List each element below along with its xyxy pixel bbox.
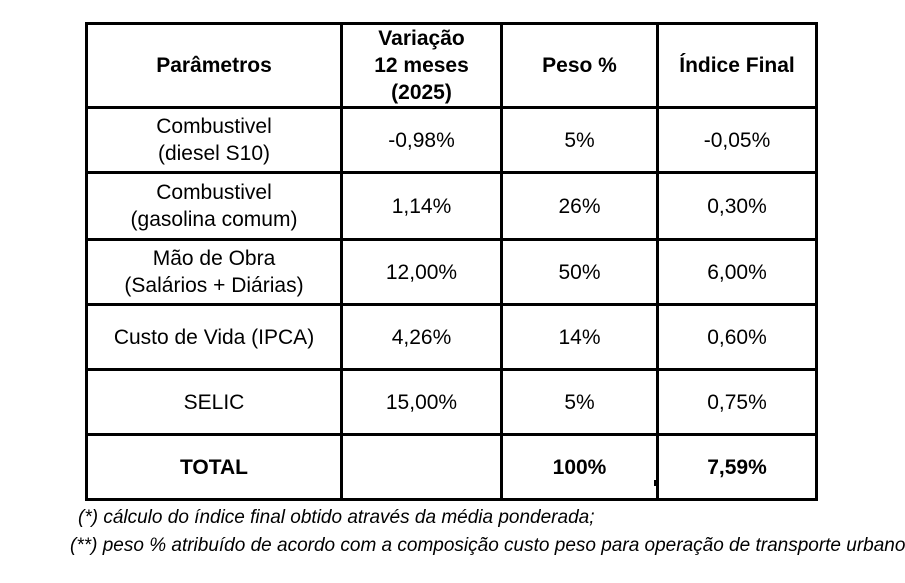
cell-indice: -0,05% [656, 106, 818, 174]
cell-indice: 0,30% [656, 171, 818, 241]
cell-peso: 5% [500, 106, 659, 174]
cell-peso: 14% [500, 303, 659, 371]
cell-variacao: 4,26% [340, 303, 503, 371]
table-row-total: TOTAL 100% 7,59% [85, 433, 818, 501]
parameters-table: Parâmetros Variação 12 meses (2025) Peso… [85, 22, 818, 501]
cell-peso: 5% [500, 368, 659, 436]
footnote-media-ponderada: (*) cálculo do índice final obtido atrav… [78, 507, 595, 528]
cell-peso: 50% [500, 238, 659, 306]
cell-parametro: Mão de Obra (Salários + Diárias) [85, 238, 343, 306]
header-parametros: Parâmetros [85, 22, 343, 109]
table-row-combustivel-diesel: Combustivel (diesel S10) -0,98% 5% -0,05… [85, 106, 818, 174]
cell-total-label: TOTAL [85, 433, 343, 501]
cell-indice: 0,60% [656, 303, 818, 371]
cell-parametro: Custo de Vida (IPCA) [85, 303, 343, 371]
table-row-combustivel-gasolina: Combustivel (gasolina comum) 1,14% 26% 0… [85, 171, 818, 241]
cell-variacao: 1,14% [340, 171, 503, 241]
cell-parametro: Combustivel (gasolina comum) [85, 171, 343, 241]
cell-total-variacao [340, 433, 503, 501]
cell-variacao: 12,00% [340, 238, 503, 306]
cell-indice: 6,00% [656, 238, 818, 306]
table-row-mao-de-obra: Mão de Obra (Salários + Diárias) 12,00% … [85, 238, 818, 306]
table-header-row: Parâmetros Variação 12 meses (2025) Peso… [85, 22, 818, 109]
cell-variacao: -0,98% [340, 106, 503, 174]
cell-parametro: SELIC [85, 368, 343, 436]
header-indice-final: Índice Final [656, 22, 818, 109]
cell-variacao: 15,00% [340, 368, 503, 436]
column-border-stub-artifact [654, 480, 657, 486]
table-row-custo-de-vida-ipca: Custo de Vida (IPCA) 4,26% 14% 0,60% [85, 303, 818, 371]
cell-total-indice: 7,59% [656, 433, 818, 501]
cell-peso: 26% [500, 171, 659, 241]
footnote-peso-composicao: (**) peso % atribuído de acordo com a co… [70, 535, 905, 556]
table-row-selic: SELIC 15,00% 5% 0,75% [85, 368, 818, 436]
header-peso-percent: Peso % [500, 22, 659, 109]
cell-parametro: Combustivel (diesel S10) [85, 106, 343, 174]
cell-total-peso: 100% [500, 433, 659, 501]
header-variacao-12-meses: Variação 12 meses (2025) [340, 22, 503, 109]
cell-indice: 0,75% [656, 368, 818, 436]
